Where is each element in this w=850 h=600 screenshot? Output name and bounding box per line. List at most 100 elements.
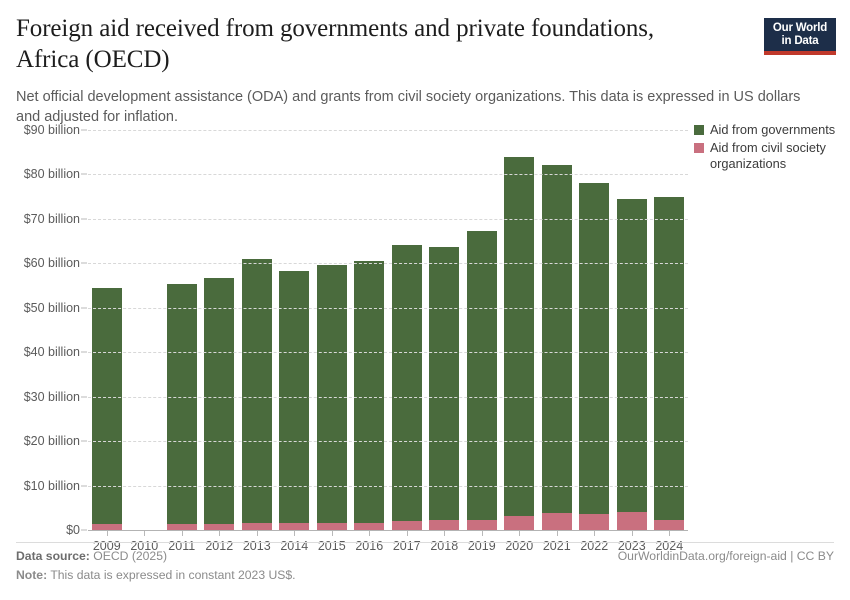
bar-segment-governments[interactable]	[91, 287, 122, 525]
gridline	[88, 352, 688, 354]
bars-container: 2009 2010 2011 2012 2013 2014 2015 2016 2017 2018…	[88, 130, 688, 553]
y-axis-label: $40 billion	[23, 345, 80, 360]
bar-segment-governments[interactable]	[466, 231, 497, 521]
y-axis-label: $80 billion	[23, 167, 80, 182]
bar-segment-civil-society[interactable]	[241, 523, 272, 530]
bar-segment-civil-society[interactable]	[504, 515, 535, 530]
bar-group[interactable]	[166, 284, 197, 530]
bar-segment-governments[interactable]	[429, 246, 460, 521]
plot-area: 2009 2010 2011 2012 2013 2014 2015 2016 2017 2018…	[24, 123, 688, 553]
legend-item[interactable]: Aid from civil society organizations	[694, 140, 844, 171]
bar-segment-governments[interactable]	[354, 261, 385, 523]
note-value: This data is expressed in constant 2023 …	[50, 568, 296, 582]
y-axis-tick-mark	[81, 396, 87, 398]
bar-group[interactable]	[391, 244, 422, 530]
bar-group[interactable]	[279, 271, 310, 530]
chart-header: Foreign aid received from governments an…	[16, 14, 834, 127]
bar-segment-civil-society[interactable]	[466, 520, 497, 530]
x-axis-tick-mark	[219, 530, 221, 536]
our-world-in-data-logo[interactable]: Our World in Data	[764, 18, 836, 55]
bar-segment-civil-society[interactable]	[579, 514, 610, 530]
chart-legend: Aid from governments Aid from civil socie…	[694, 122, 844, 174]
y-axis-tick-mark	[81, 129, 87, 131]
bar-segment-civil-society[interactable]	[279, 523, 310, 530]
x-axis-tick-mark	[369, 530, 371, 536]
page-title: Foreign aid received from governments an…	[16, 15, 655, 73]
bar-segment-civil-society[interactable]	[204, 523, 235, 530]
footer-link[interactable]: OurWorldinData.org/foreign-aid | CC BY	[617, 549, 834, 563]
gridline	[88, 307, 688, 309]
gridline	[88, 130, 688, 131]
bar-segment-civil-society[interactable]	[654, 520, 685, 530]
y-axis-label: $30 billion	[23, 389, 80, 404]
x-axis-tick-mark	[106, 530, 108, 536]
gridline	[88, 174, 688, 176]
x-axis-tick-mark	[594, 530, 596, 536]
bar-group[interactable]	[429, 246, 460, 530]
gridline	[88, 396, 688, 398]
bar-segment-civil-society[interactable]	[91, 524, 122, 530]
gridline	[88, 218, 688, 220]
bar-group[interactable]	[541, 164, 572, 530]
bar-segment-governments[interactable]	[391, 244, 422, 522]
bar-segment-governments[interactable]	[616, 198, 647, 513]
bar-segment-civil-society[interactable]	[354, 522, 385, 530]
logo-line-1: Our World	[772, 22, 828, 34]
bar-group[interactable]	[354, 261, 385, 530]
bar-group[interactable]	[504, 156, 535, 530]
y-axis-label: $60 billion	[23, 256, 80, 271]
bar-segment-governments[interactable]	[204, 278, 235, 524]
gridline	[88, 441, 688, 443]
gridline	[88, 530, 688, 531]
gridline	[88, 485, 688, 487]
y-axis-tick-mark	[81, 218, 87, 220]
legend-swatch-icon	[694, 143, 704, 154]
x-axis-tick-mark	[144, 530, 146, 536]
chart-note: Note: This data is expressed in constant…	[16, 568, 834, 582]
bar-segment-governments[interactable]	[241, 259, 272, 524]
bar-segment-governments[interactable]	[166, 284, 197, 524]
bar-segment-civil-society[interactable]	[429, 520, 460, 530]
bar-segment-civil-society[interactable]	[166, 523, 197, 530]
bar-segment-governments[interactable]	[579, 183, 610, 514]
logo-line-2: in Data	[781, 34, 819, 47]
x-axis-tick-mark	[669, 530, 671, 536]
bar-segment-governments[interactable]	[504, 156, 535, 516]
bar-segment-governments[interactable]	[541, 164, 572, 514]
note-label: Note:	[16, 568, 48, 582]
x-axis-tick-mark	[631, 530, 633, 536]
bar-group[interactable]	[579, 183, 610, 530]
x-axis-tick-mark	[331, 530, 333, 536]
y-axis-label: $90 billion	[23, 123, 80, 137]
legend-item[interactable]: Aid from governments	[694, 122, 844, 137]
bar-group[interactable]	[616, 198, 647, 530]
y-axis-label: $20 billion	[23, 434, 80, 449]
data-source-value: OECD (2025)	[93, 549, 168, 563]
chart-footer: Data source: OECD (2025) OurWorldinData.…	[16, 549, 834, 582]
y-axis-tick-mark	[81, 440, 87, 442]
x-axis-tick-mark	[519, 530, 521, 536]
footer-divider	[16, 542, 834, 543]
bar-group[interactable]	[91, 287, 122, 530]
x-axis-tick-mark	[444, 530, 446, 536]
bar-segment-civil-society[interactable]	[616, 512, 647, 530]
legend-swatch-icon	[694, 125, 704, 135]
bar-group[interactable]	[241, 259, 272, 530]
bar-group[interactable]	[654, 196, 685, 530]
chart-subtitle: Net official development assistance (ODA…	[16, 89, 801, 125]
bar-group[interactable]	[466, 231, 497, 530]
bar-segment-civil-society[interactable]	[316, 523, 347, 530]
bar-segment-civil-society[interactable]	[541, 513, 572, 530]
y-axis-tick-mark	[81, 351, 87, 353]
x-axis-tick-mark	[256, 530, 258, 536]
x-axis-tick-mark	[294, 530, 296, 536]
data-source: Data source: OECD (2025)	[16, 549, 167, 563]
data-source-label: Data source:	[16, 549, 90, 563]
y-axis-label: $10 billion	[23, 478, 80, 493]
y-axis-tick-mark	[81, 262, 87, 264]
bar-segment-civil-society[interactable]	[391, 521, 422, 530]
bar-group[interactable]	[204, 278, 235, 530]
bar-segment-governments[interactable]	[654, 196, 685, 521]
y-axis-tick-mark	[81, 529, 87, 531]
